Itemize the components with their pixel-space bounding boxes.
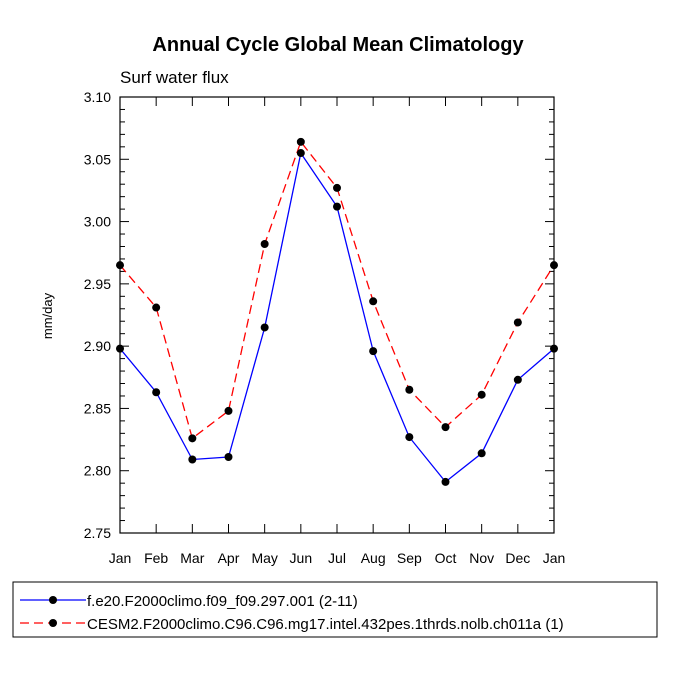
data-point [405, 433, 414, 442]
chart-subtitle: Surf water flux [120, 68, 229, 87]
series-layer [116, 137, 558, 486]
legend-label: f.e20.F2000climo.f09_f09.297.001 (2-11) [87, 593, 358, 610]
data-point [188, 455, 197, 464]
x-tick-label: Jan [109, 550, 132, 566]
data-point [441, 423, 450, 432]
x-tick-label: Feb [144, 550, 168, 566]
data-point [296, 137, 305, 146]
x-tick-label: Sep [397, 550, 422, 566]
y-axis-label: mm/day [40, 292, 55, 339]
data-point [513, 375, 522, 384]
ticks-layer: 2.75 2.80 2.85 2.90 2.95 3.00 3.05 3.10 Jan Feb Ma… [84, 89, 566, 566]
data-point [224, 406, 233, 415]
data-point [333, 202, 341, 211]
y-tick-label: 2.95 [84, 276, 111, 292]
data-point [260, 323, 269, 332]
data-point [116, 261, 124, 270]
plot-frame [119, 96, 555, 534]
data-point [550, 261, 558, 270]
x-tick-label: Aug [361, 550, 386, 566]
legend-box [12, 581, 658, 638]
x-tick-label: Jun [290, 550, 313, 566]
data-point [550, 344, 558, 353]
data-point [477, 449, 486, 458]
data-point [152, 388, 161, 397]
data-point [296, 149, 305, 158]
x-tick-label: May [251, 550, 277, 566]
x-tick-label: Mar [180, 550, 204, 566]
chart-title: Annual Cycle Global Mean Climatology [152, 34, 524, 56]
data-point [441, 477, 450, 486]
y-tick-label: 3.00 [84, 214, 111, 230]
data-point [405, 385, 414, 394]
data-point [369, 297, 378, 306]
data-point [224, 453, 233, 462]
legend: f.e20.F2000climo.f09_f09.297.001 (2-11) C… [12, 581, 658, 638]
x-tick-label: Dec [505, 550, 530, 566]
y-tick-label: 3.10 [84, 89, 111, 105]
data-point [260, 239, 269, 248]
legend-marker [49, 619, 57, 627]
x-tick-label: Jul [328, 550, 346, 566]
x-tick-label: Apr [218, 550, 240, 566]
data-point [513, 318, 522, 327]
y-tick-label: 2.80 [84, 463, 111, 479]
data-point [369, 347, 378, 356]
y-tick-label: 2.85 [84, 400, 111, 416]
y-tick-label: 3.05 [84, 151, 111, 167]
data-point [188, 434, 197, 443]
data-point [152, 303, 161, 312]
y-tick-label: 2.90 [84, 338, 111, 354]
data-point [333, 183, 341, 192]
data-point [477, 390, 486, 399]
legend-marker [49, 596, 57, 604]
x-tick-label: Nov [469, 550, 494, 566]
legend-label: CESM2.F2000climo.C96.C96.mg17.intel.432p… [87, 616, 564, 633]
data-point [116, 344, 124, 353]
y-tick-label: 2.75 [84, 525, 111, 541]
series-line [119, 151, 555, 483]
x-tick-label: Jan [543, 550, 566, 566]
x-tick-label: Oct [435, 550, 457, 566]
